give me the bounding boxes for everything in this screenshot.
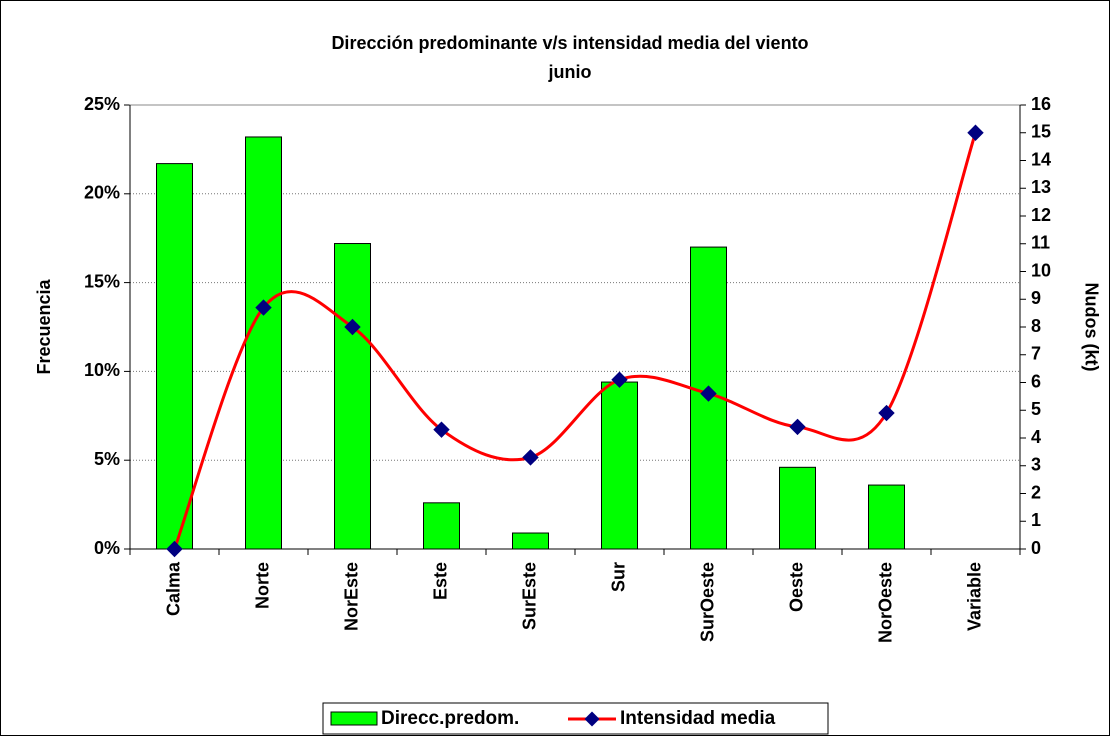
- y-tick-label: 15%: [84, 271, 120, 291]
- y2-tick-label: 10: [1031, 260, 1051, 280]
- y2-tick-label: 15: [1031, 122, 1051, 142]
- y2-tick-label: 16: [1031, 94, 1051, 114]
- marker: [433, 421, 450, 438]
- bar: [512, 532, 549, 550]
- bar: [868, 484, 905, 550]
- bar: [334, 243, 371, 550]
- bar: [156, 163, 193, 550]
- y2-tick-label: 0: [1031, 538, 1041, 558]
- x-tick-label: Oeste: [786, 562, 806, 612]
- x-tick-label: Norte: [252, 562, 272, 609]
- y2-tick-label: 3: [1031, 455, 1041, 475]
- y2-tick-label: 2: [1031, 482, 1041, 502]
- y2-tick-label: 4: [1031, 427, 1041, 447]
- bar: [601, 381, 638, 550]
- marker: [967, 124, 984, 141]
- x-tick-label: SurEste: [519, 562, 539, 630]
- legend-label: Direcc.predom.: [381, 708, 519, 729]
- x-tick-label: SurOeste: [697, 562, 717, 642]
- legend-swatch: [330, 711, 378, 726]
- y2-tick-label: 8: [1031, 316, 1041, 336]
- y-tick-label: 20%: [84, 183, 120, 203]
- marker: [611, 371, 628, 388]
- y2-tick-label: 12: [1031, 205, 1051, 225]
- y2-tick-label: 7: [1031, 344, 1041, 364]
- y2-tick-label: 14: [1031, 149, 1051, 169]
- line: [173, 132, 977, 550]
- y-tick-label: 0%: [94, 538, 120, 558]
- marker: [522, 449, 539, 466]
- y2-tick-label: 1: [1031, 510, 1041, 530]
- y-tick-label: 10%: [84, 360, 120, 380]
- x-tick-label: NorOeste: [875, 562, 895, 643]
- marker: [344, 318, 361, 336]
- y-tick-label: 25%: [84, 94, 120, 114]
- legend-marker: [584, 711, 600, 727]
- x-tick-label: Sur: [608, 562, 628, 592]
- marker: [255, 299, 272, 316]
- bar: [245, 136, 282, 550]
- chart-subtitle: junio: [548, 62, 592, 82]
- legend-label: Intensidad media: [620, 708, 776, 729]
- x-tick-label: Variable: [964, 562, 984, 631]
- y2-tick-label: 6: [1031, 371, 1041, 391]
- y-tick-label: 5%: [94, 449, 120, 469]
- marker: [700, 385, 717, 402]
- y2-axis-title: Nudos (kt): [1081, 283, 1101, 372]
- x-tick-label: NorEste: [341, 562, 361, 631]
- y-axis-title: Frecuencia: [34, 278, 54, 374]
- y2-tick-label: 13: [1031, 177, 1051, 197]
- marker: [878, 404, 895, 422]
- x-tick-label: Este: [430, 562, 450, 600]
- y2-tick-label: 5: [1031, 399, 1041, 419]
- y2-tick-label: 11: [1031, 233, 1050, 253]
- marker: [166, 540, 183, 558]
- bar: [779, 466, 816, 550]
- marker: [789, 418, 806, 436]
- bar: [423, 502, 460, 550]
- x-tick-label: Calma: [163, 561, 183, 616]
- chart-title: Dirección predominante v/s intensidad me…: [331, 33, 808, 53]
- y2-tick-label: 9: [1031, 288, 1041, 308]
